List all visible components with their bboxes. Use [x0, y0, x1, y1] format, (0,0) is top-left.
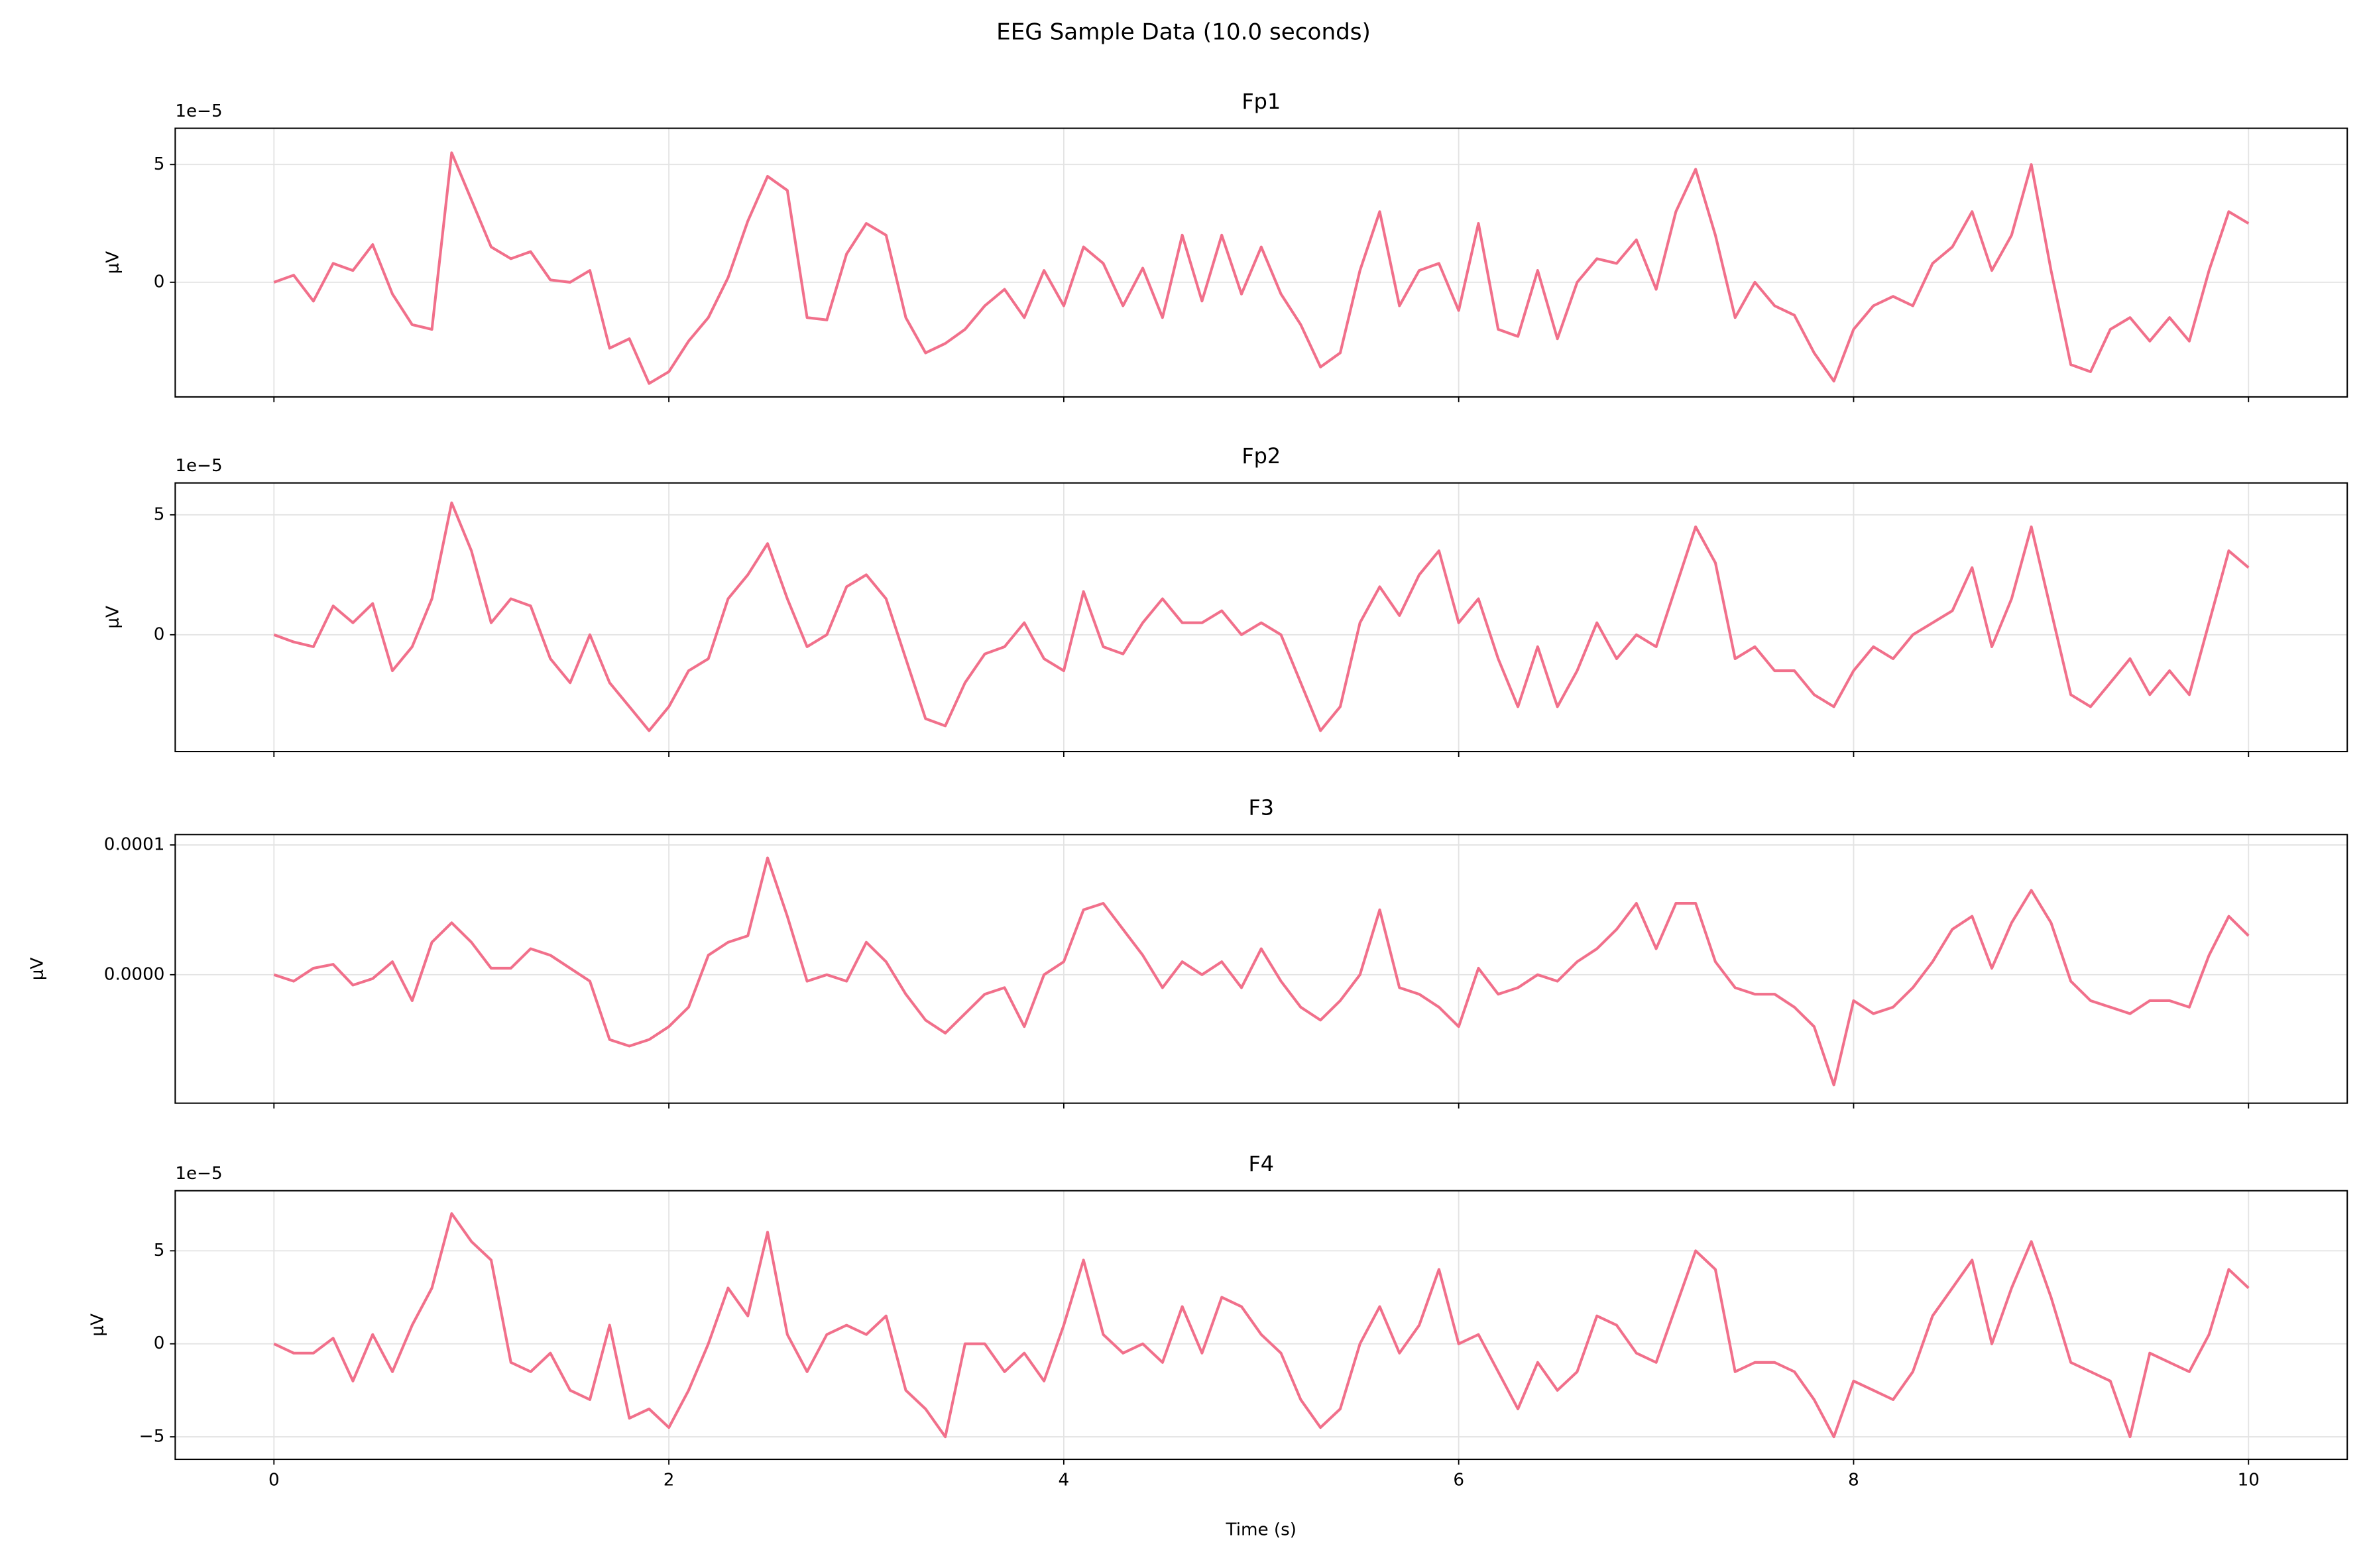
subplot-title: F3: [1248, 795, 1274, 820]
y-tick-label: 0: [154, 1333, 165, 1353]
subplot-title: Fp2: [1241, 443, 1281, 469]
x-tick-label: 6: [1453, 1470, 1464, 1490]
signal-line: [273, 1212, 2250, 1439]
x-axis-label: Time (s): [1226, 1520, 1297, 1540]
subplot-title: F4: [1248, 1151, 1274, 1176]
signal-line: [273, 856, 2250, 1087]
x-tick-label: 8: [1848, 1470, 1859, 1490]
signal-line: [273, 501, 2250, 732]
y-tick-label: 0.0001: [104, 834, 165, 854]
axes-frame: [174, 127, 2348, 398]
y-tick-label: 0.0000: [104, 964, 165, 984]
x-tick-label: 10: [2238, 1470, 2260, 1490]
y-axis-label: μV: [28, 958, 48, 981]
figure-title: EEG Sample Data (10.0 seconds): [996, 19, 1371, 46]
axes-frame: [174, 1190, 2348, 1461]
x-tick-label: 4: [1059, 1470, 1070, 1490]
x-tick-label: 0: [268, 1470, 280, 1490]
signal-line: [273, 151, 2250, 385]
y-axis-label: μV: [103, 606, 123, 629]
axes-frame: [174, 834, 2348, 1104]
y-axis-label: μV: [103, 251, 123, 274]
x-tick-label: 2: [664, 1470, 675, 1490]
y-tick-label: 5: [154, 154, 165, 174]
offset-text: 1e−5: [175, 456, 222, 476]
y-tick-label: 0: [154, 624, 165, 644]
y-tick-label: 0: [154, 272, 165, 292]
offset-text: 1e−5: [175, 101, 222, 121]
offset-text: 1e−5: [175, 1164, 222, 1184]
y-tick-label: −5: [139, 1427, 165, 1447]
y-tick-label: 5: [154, 504, 165, 524]
subplot-title: Fp1: [1241, 89, 1281, 114]
y-tick-label: 5: [154, 1241, 165, 1260]
axes-frame: [174, 482, 2348, 753]
y-axis-label: μV: [88, 1314, 108, 1337]
